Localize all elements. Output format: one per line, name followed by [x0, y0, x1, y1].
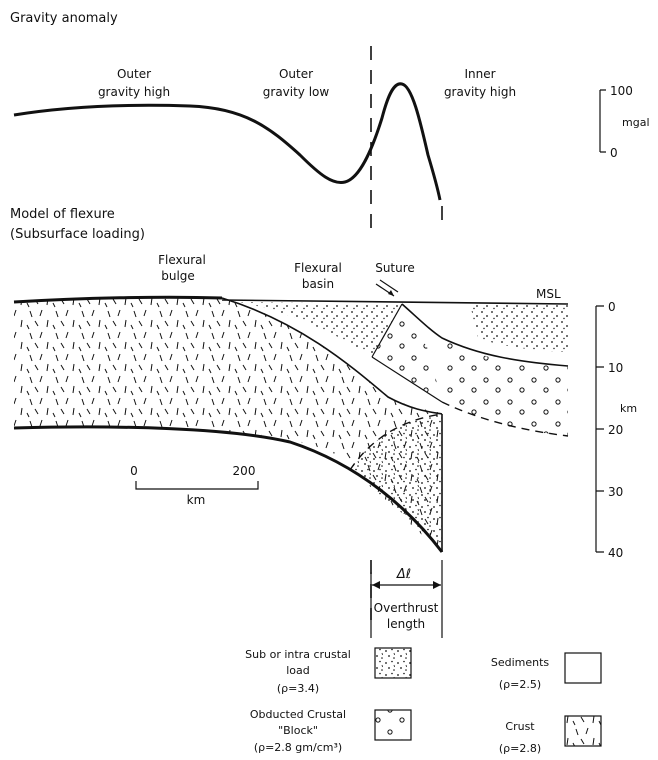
legend-crust-label-2: (ρ=2.8) — [499, 742, 541, 755]
depth-30: 30 — [608, 485, 623, 499]
overthrust-top-line — [401, 303, 569, 367]
depth-20: 20 — [608, 423, 623, 437]
suture-label: Suture — [375, 261, 415, 275]
legend-obducted-swatch — [374, 709, 412, 741]
suture-fault-line — [371, 303, 403, 358]
scalebar-end: 200 — [233, 464, 256, 478]
flexural-bulge-label-1: Flexural — [158, 253, 206, 267]
depth-unit: km — [620, 402, 637, 415]
outer-low-label-2: gravity low — [263, 85, 330, 99]
outer-high-label-2: gravity high — [98, 85, 170, 99]
flexural-basin-label-1: Flexural — [294, 261, 342, 275]
legend-obducted-label-2: "Block" — [278, 724, 318, 737]
model-title: Model of flexure — [10, 207, 115, 222]
legend-sediments-label-1: Sediments — [491, 656, 550, 669]
obducted-block — [372, 304, 442, 402]
block-base-line — [371, 356, 443, 403]
scalebar-unit: km — [187, 493, 206, 507]
load-top-dashed-line — [349, 413, 443, 471]
depth-0: 0 — [608, 300, 616, 314]
block-base-dashed-line — [441, 401, 569, 437]
flexural-basin-label-2: basin — [302, 277, 334, 291]
depth-10: 10 — [608, 361, 623, 375]
overthrust-bracket-verticals — [370, 560, 443, 638]
overthrust-arrow-heads — [372, 581, 441, 589]
overthrust-label-1: Overthrust — [374, 601, 439, 615]
gravity-title: Gravity anomaly — [10, 11, 118, 26]
outer-high-label-1: Outer — [117, 67, 151, 81]
delta-l-label: Δℓ — [396, 567, 411, 582]
horizontal-scale-bar — [135, 481, 259, 490]
crust-top-line — [13, 295, 223, 304]
mgal-scale-ticks — [600, 89, 606, 153]
legend-crust-swatch — [564, 715, 602, 747]
legend-sediments-label-2: (ρ=2.5) — [499, 678, 541, 691]
sediment-fill-right — [470, 304, 568, 352]
outer-low-label-1: Outer — [279, 67, 313, 81]
legend-load-label-1: Sub or intra crustal — [245, 648, 351, 661]
flexed-surface-line — [221, 297, 443, 415]
mgal-bottom: 0 — [610, 146, 618, 160]
legend-obducted-label-1: Obducted Crustal — [250, 708, 346, 721]
inner-high-label-1: Inner — [464, 67, 495, 81]
depth-40: 40 — [608, 546, 623, 560]
msl-label: MSL — [536, 287, 561, 301]
scalebar-start: 0 — [130, 464, 138, 478]
crust-region — [14, 297, 442, 552]
mgal-top: 100 — [610, 84, 633, 98]
depth-scale-ticks — [596, 305, 604, 553]
crust-base-line — [13, 425, 444, 553]
flexural-bulge-label-2: bulge — [161, 269, 195, 283]
legend-load-swatch — [374, 647, 412, 679]
obducted-block-lower — [442, 336, 568, 436]
overthrust-label-2: length — [387, 617, 425, 631]
legend-sediments-swatch — [564, 652, 602, 684]
subcrustal-load — [350, 414, 442, 552]
mgal-unit: mgal — [622, 116, 650, 129]
msl-line — [221, 299, 569, 305]
suture-arrows — [375, 279, 399, 297]
legend-load-label-3: (ρ=3.4) — [277, 682, 319, 695]
gravity-anomaly-curve — [13, 82, 442, 201]
legend-obducted-label-3: (ρ=2.8 gm/cm³) — [254, 741, 342, 754]
sediment-fill-left — [240, 302, 402, 357]
legend-load-label-2: load — [286, 664, 310, 677]
legend-crust-label-1: Crust — [505, 720, 535, 733]
inner-high-label-2: gravity high — [444, 85, 516, 99]
model-subtitle: (Subsurface loading) — [10, 227, 145, 242]
suture-arrow-head — [388, 290, 394, 296]
